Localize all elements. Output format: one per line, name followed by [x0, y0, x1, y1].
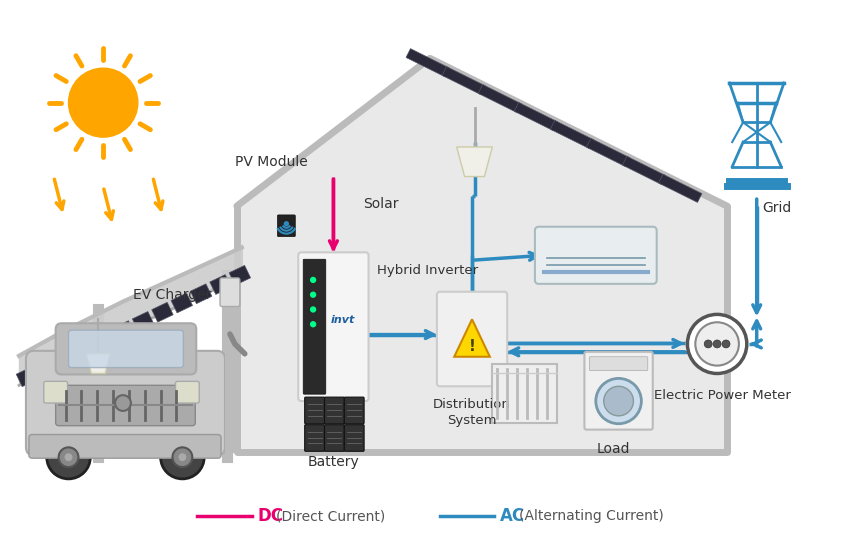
Text: !: !	[468, 339, 475, 354]
FancyBboxPatch shape	[492, 364, 557, 423]
FancyBboxPatch shape	[589, 357, 648, 371]
Circle shape	[688, 315, 747, 373]
FancyBboxPatch shape	[325, 397, 344, 424]
Text: DC: DC	[258, 507, 284, 525]
Circle shape	[705, 340, 712, 348]
Circle shape	[59, 447, 78, 467]
FancyBboxPatch shape	[26, 351, 225, 455]
Circle shape	[115, 395, 131, 411]
Circle shape	[310, 307, 315, 312]
Polygon shape	[454, 320, 490, 357]
Polygon shape	[55, 348, 76, 368]
Text: AC: AC	[501, 507, 525, 525]
FancyBboxPatch shape	[344, 397, 364, 424]
Circle shape	[722, 340, 730, 348]
Polygon shape	[406, 48, 450, 77]
Text: Solar: Solar	[363, 197, 399, 211]
Text: (Direct Current): (Direct Current)	[276, 509, 386, 523]
FancyBboxPatch shape	[175, 381, 199, 403]
Circle shape	[310, 277, 315, 282]
Circle shape	[65, 453, 72, 461]
FancyBboxPatch shape	[43, 381, 67, 403]
Circle shape	[604, 386, 633, 416]
FancyBboxPatch shape	[220, 278, 240, 306]
Text: Distribution
System: Distribution System	[434, 398, 511, 427]
Polygon shape	[586, 139, 630, 167]
FancyBboxPatch shape	[535, 227, 657, 284]
Circle shape	[285, 222, 288, 225]
Polygon shape	[36, 358, 57, 377]
Circle shape	[173, 447, 192, 467]
Polygon shape	[659, 174, 702, 202]
Polygon shape	[16, 367, 37, 387]
Text: PV Module: PV Module	[235, 155, 308, 169]
Circle shape	[596, 378, 642, 424]
Circle shape	[695, 322, 739, 366]
FancyBboxPatch shape	[304, 397, 325, 424]
FancyBboxPatch shape	[325, 425, 344, 452]
Polygon shape	[171, 293, 193, 313]
FancyBboxPatch shape	[29, 434, 221, 458]
FancyBboxPatch shape	[298, 252, 369, 401]
Circle shape	[713, 340, 721, 348]
Polygon shape	[133, 311, 154, 331]
Polygon shape	[230, 266, 251, 285]
Circle shape	[161, 436, 204, 479]
Text: Hybrid Inverter: Hybrid Inverter	[377, 263, 479, 277]
Polygon shape	[74, 339, 96, 359]
Circle shape	[310, 292, 315, 297]
Polygon shape	[479, 85, 522, 113]
FancyBboxPatch shape	[585, 352, 653, 430]
Polygon shape	[622, 156, 666, 184]
Circle shape	[178, 453, 186, 461]
FancyBboxPatch shape	[344, 425, 364, 452]
Polygon shape	[94, 330, 115, 350]
Polygon shape	[550, 120, 593, 148]
FancyBboxPatch shape	[55, 386, 196, 426]
Polygon shape	[210, 274, 231, 294]
FancyBboxPatch shape	[277, 215, 295, 236]
Polygon shape	[190, 284, 212, 304]
Text: Battery: Battery	[308, 455, 360, 469]
Polygon shape	[113, 321, 134, 340]
FancyBboxPatch shape	[437, 292, 507, 386]
Text: invt: invt	[331, 315, 355, 324]
Text: (Alternating Current): (Alternating Current)	[519, 509, 664, 523]
Text: Grid: Grid	[762, 201, 791, 215]
Polygon shape	[87, 354, 110, 373]
FancyBboxPatch shape	[303, 259, 326, 394]
Polygon shape	[456, 147, 492, 177]
Text: EV Charger: EV Charger	[133, 288, 212, 302]
FancyBboxPatch shape	[69, 330, 184, 367]
Polygon shape	[151, 302, 173, 322]
FancyBboxPatch shape	[304, 425, 325, 452]
Text: Electric Power Meter: Electric Power Meter	[654, 389, 790, 402]
Polygon shape	[442, 67, 485, 95]
Circle shape	[69, 68, 138, 137]
Text: Load: Load	[597, 442, 631, 456]
Polygon shape	[237, 58, 727, 452]
Circle shape	[310, 322, 315, 327]
FancyBboxPatch shape	[55, 323, 196, 375]
Circle shape	[47, 436, 90, 479]
Polygon shape	[514, 102, 558, 131]
